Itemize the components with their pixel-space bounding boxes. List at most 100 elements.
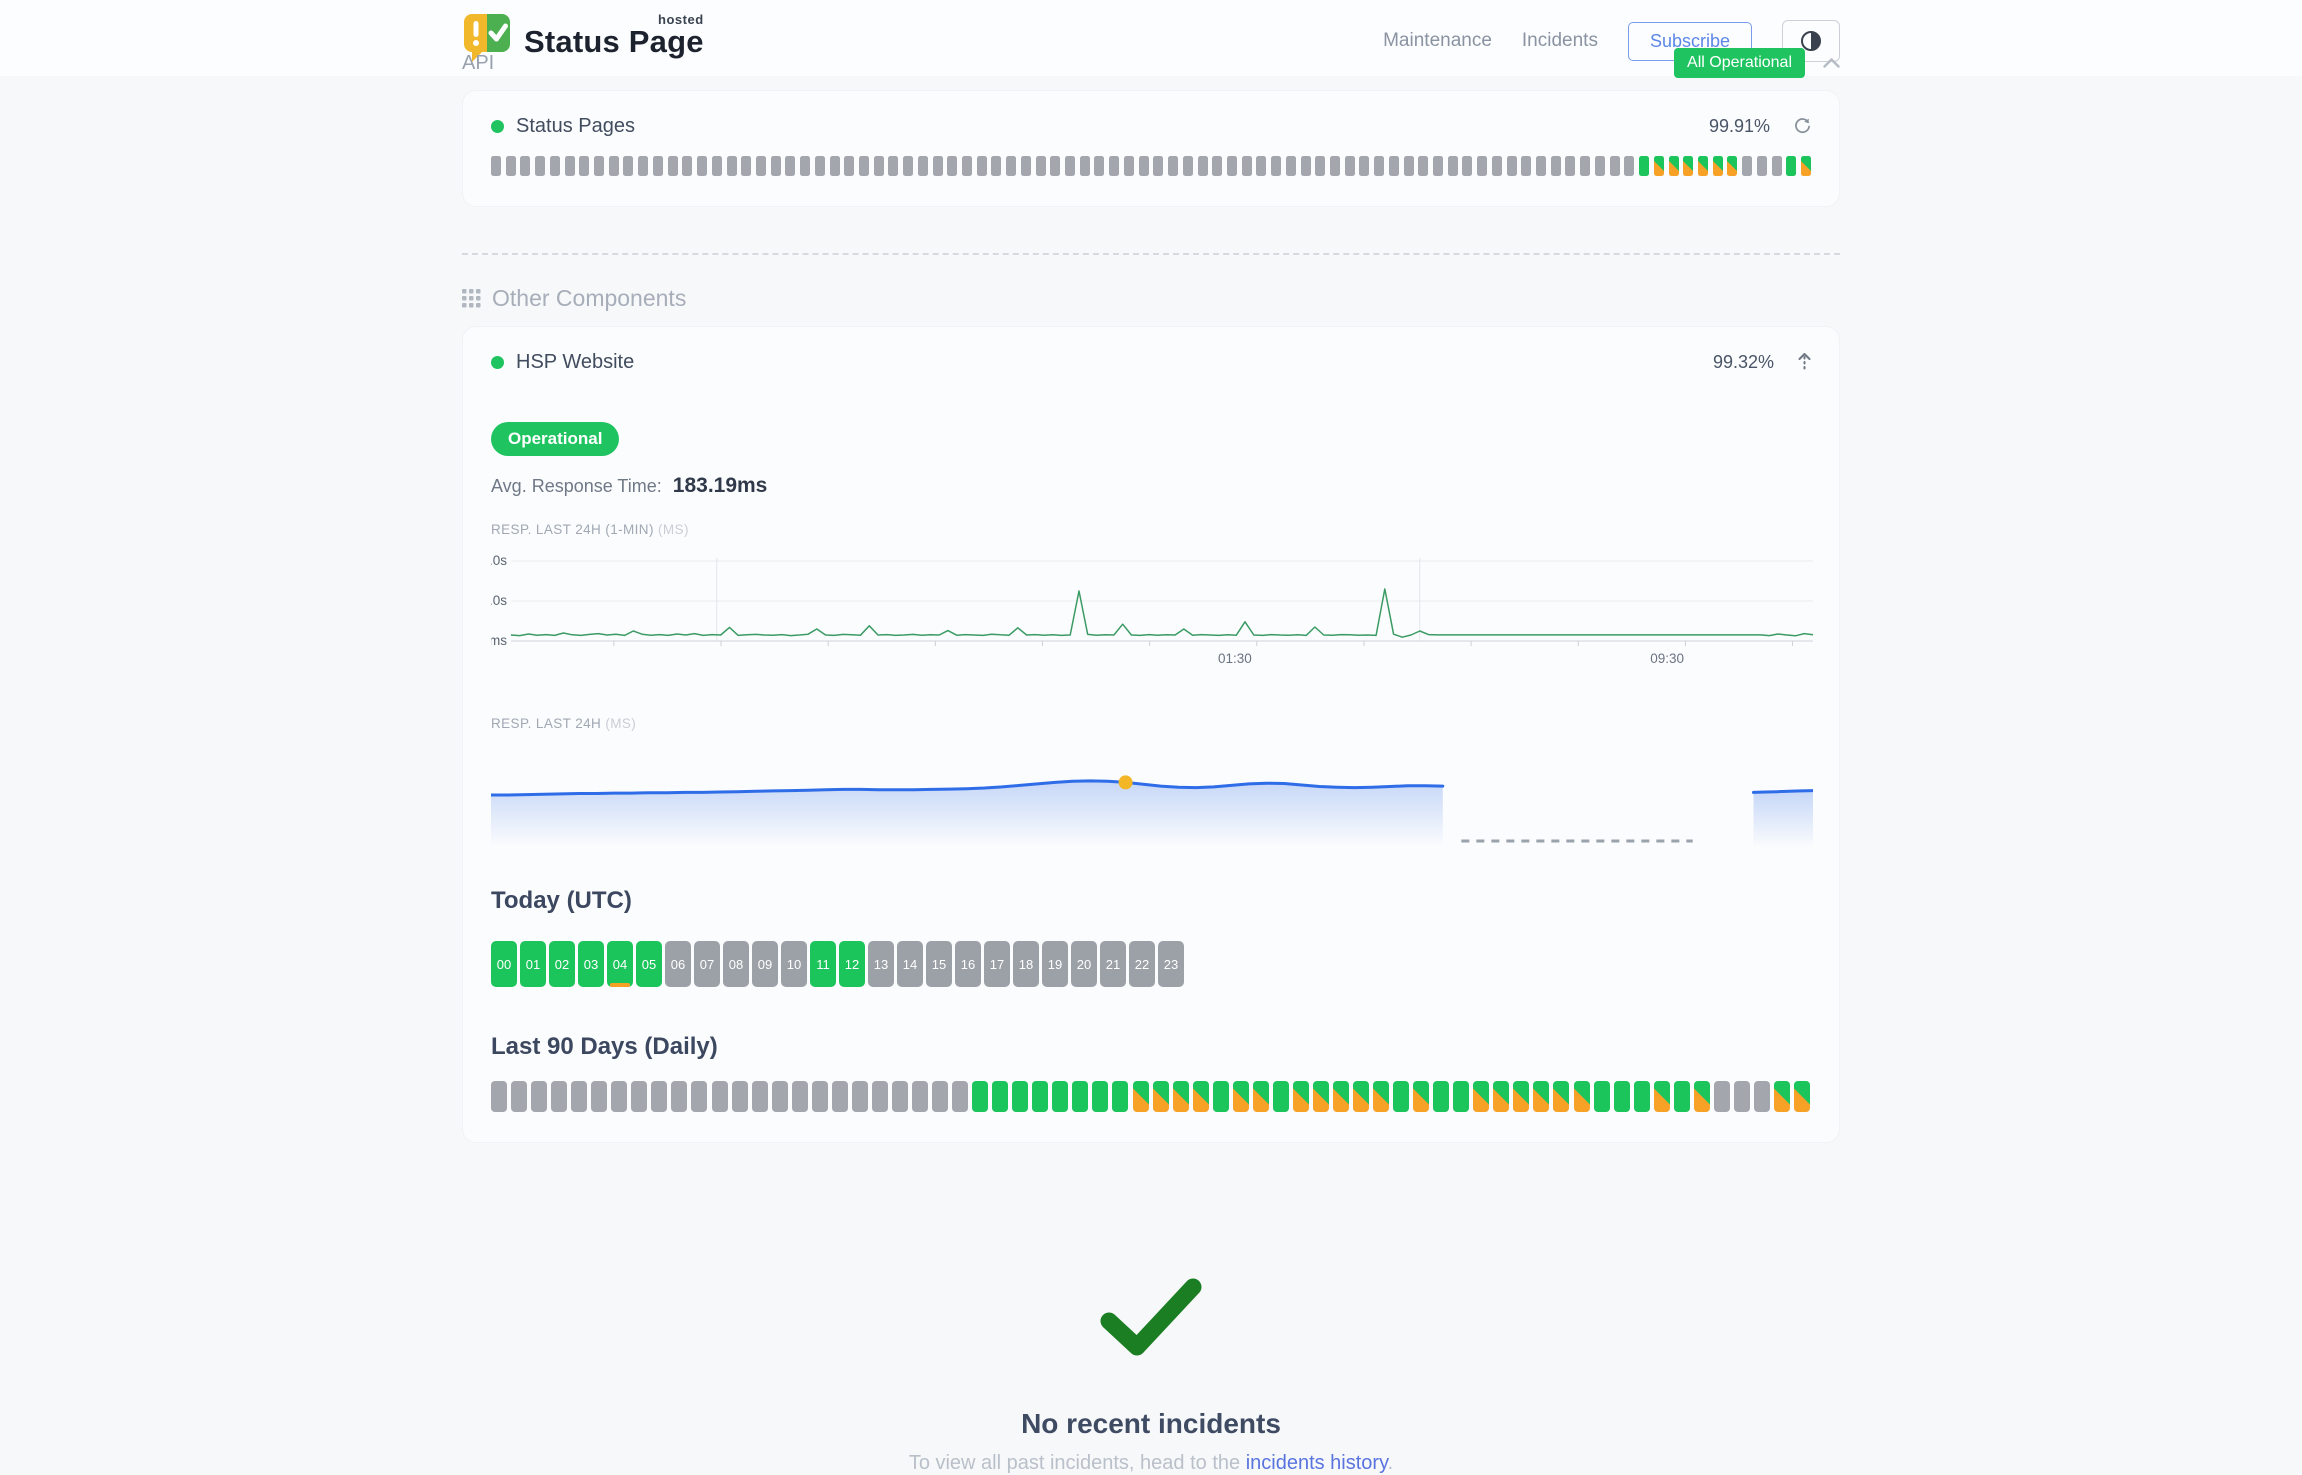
uptime-segment[interactable] [1256, 156, 1267, 176]
uptime-segment[interactable] [579, 156, 590, 176]
uptime-segment[interactable] [1594, 156, 1605, 176]
uptime-segment[interactable] [549, 156, 560, 176]
uptime-segment[interactable] [667, 156, 678, 176]
uptime-segment[interactable] [1683, 156, 1694, 176]
uptime-segment[interactable] [1112, 1081, 1129, 1112]
uptime-segment[interactable] [1668, 156, 1679, 176]
uptime-segment[interactable] [976, 156, 987, 176]
uptime-segment[interactable] [1565, 156, 1576, 176]
uptime-segment[interactable] [831, 1081, 848, 1112]
uptime-segment[interactable] [1232, 1081, 1249, 1112]
hour-block-20[interactable]: 20 [1071, 941, 1097, 987]
uptime-segment[interactable] [1653, 1081, 1670, 1112]
uptime-segment[interactable] [1192, 1081, 1209, 1112]
uptime-segment[interactable] [1712, 156, 1723, 176]
uptime-segment[interactable] [858, 156, 869, 176]
uptime-segment[interactable] [631, 1081, 648, 1112]
uptime-segment[interactable] [755, 156, 766, 176]
uptime-segment[interactable] [591, 1081, 608, 1112]
uptime-segment[interactable] [829, 156, 840, 176]
collapse-button[interactable] [1798, 353, 1811, 372]
uptime-segment[interactable] [1292, 1081, 1309, 1112]
uptime-segment[interactable] [741, 156, 752, 176]
uptime-segment[interactable] [1353, 1081, 1370, 1112]
uptime-segment[interactable] [1742, 156, 1753, 176]
uptime-segment[interactable] [1493, 1081, 1510, 1112]
uptime-segment[interactable] [1012, 1081, 1029, 1112]
uptime-segment[interactable] [991, 156, 1002, 176]
uptime-segment[interactable] [1613, 1081, 1630, 1112]
uptime-segment[interactable] [638, 156, 649, 176]
hour-block-23[interactable]: 23 [1158, 941, 1184, 987]
uptime-segment[interactable] [1771, 156, 1782, 176]
uptime-segment[interactable] [1533, 1081, 1550, 1112]
uptime-segment[interactable] [1418, 156, 1429, 176]
theme-toggle-button[interactable] [1782, 20, 1840, 62]
uptime-segment[interactable] [491, 1081, 507, 1112]
uptime-segment[interactable] [932, 1081, 949, 1112]
uptime-segment[interactable] [697, 156, 708, 176]
uptime-segment[interactable] [1697, 156, 1708, 176]
uptime-segment[interactable] [1609, 156, 1620, 176]
uptime-segment[interactable] [1197, 156, 1208, 176]
hour-block-03[interactable]: 03 [578, 941, 604, 987]
uptime-segment[interactable] [1733, 1081, 1750, 1112]
uptime-segment[interactable] [873, 156, 884, 176]
uptime-segment[interactable] [1329, 156, 1340, 176]
uptime-segment[interactable] [551, 1081, 568, 1112]
hour-block-01[interactable]: 01 [520, 941, 546, 987]
uptime-segment[interactable] [1172, 1081, 1189, 1112]
uptime-segment[interactable] [1433, 1081, 1450, 1112]
uptime-segment[interactable] [1212, 1081, 1229, 1112]
uptime-segment[interactable] [1462, 156, 1473, 176]
uptime-segment[interactable] [1359, 156, 1370, 176]
uptime-segment[interactable] [1447, 156, 1458, 176]
uptime-segment[interactable] [1252, 1081, 1269, 1112]
uptime-segment[interactable] [962, 156, 972, 176]
uptime-segment[interactable] [511, 1081, 528, 1112]
uptime-segment[interactable] [1593, 1081, 1610, 1112]
uptime-segment[interactable] [535, 156, 546, 176]
uptime-segment[interactable] [1312, 1081, 1329, 1112]
uptime-segment[interactable] [1624, 156, 1635, 176]
uptime-segment[interactable] [505, 156, 516, 176]
uptime-segment[interactable] [1079, 156, 1090, 176]
uptime-segment[interactable] [611, 1081, 628, 1112]
uptime-segment[interactable] [531, 1081, 548, 1112]
uptime-segment[interactable] [1072, 1081, 1089, 1112]
uptime-segment[interactable] [571, 1081, 588, 1112]
hour-block-18[interactable]: 18 [1013, 941, 1039, 987]
hour-block-10[interactable]: 10 [781, 941, 807, 987]
uptime-segment[interactable] [1272, 1081, 1289, 1112]
hour-block-15[interactable]: 15 [926, 941, 952, 987]
uptime-segment[interactable] [623, 156, 634, 176]
uptime-segment[interactable] [1477, 156, 1488, 176]
uptime-segment[interactable] [1153, 156, 1164, 176]
uptime-segment[interactable] [1536, 156, 1547, 176]
uptime-segment[interactable] [811, 1081, 828, 1112]
uptime-segment[interactable] [1285, 156, 1296, 176]
uptime-segment[interactable] [1123, 156, 1134, 176]
uptime-segment[interactable] [1388, 156, 1399, 176]
incidents-history-link[interactable]: incidents history [1245, 1452, 1388, 1474]
uptime-segment[interactable] [671, 1081, 688, 1112]
uptime-segment[interactable] [771, 1081, 788, 1112]
uptime-segment[interactable] [1271, 156, 1282, 176]
uptime-segment[interactable] [1794, 1081, 1811, 1112]
uptime-segment[interactable] [1006, 156, 1017, 176]
hour-block-02[interactable]: 02 [549, 941, 575, 987]
uptime-segment[interactable] [1800, 156, 1811, 176]
uptime-segment[interactable] [731, 1081, 748, 1112]
uptime-segment[interactable] [491, 156, 501, 176]
uptime-segment[interactable] [1132, 1081, 1149, 1112]
hour-block-04[interactable]: 04 [607, 941, 633, 987]
uptime-segment[interactable] [800, 156, 811, 176]
uptime-segment[interactable] [1473, 1081, 1490, 1112]
uptime-segment[interactable] [891, 1081, 908, 1112]
uptime-segment[interactable] [1713, 1081, 1730, 1112]
hour-block-21[interactable]: 21 [1100, 941, 1126, 987]
uptime-segment[interactable] [972, 1081, 989, 1112]
uptime-segment[interactable] [785, 156, 796, 176]
uptime-segment[interactable] [1241, 156, 1252, 176]
uptime-segment[interactable] [932, 156, 943, 176]
